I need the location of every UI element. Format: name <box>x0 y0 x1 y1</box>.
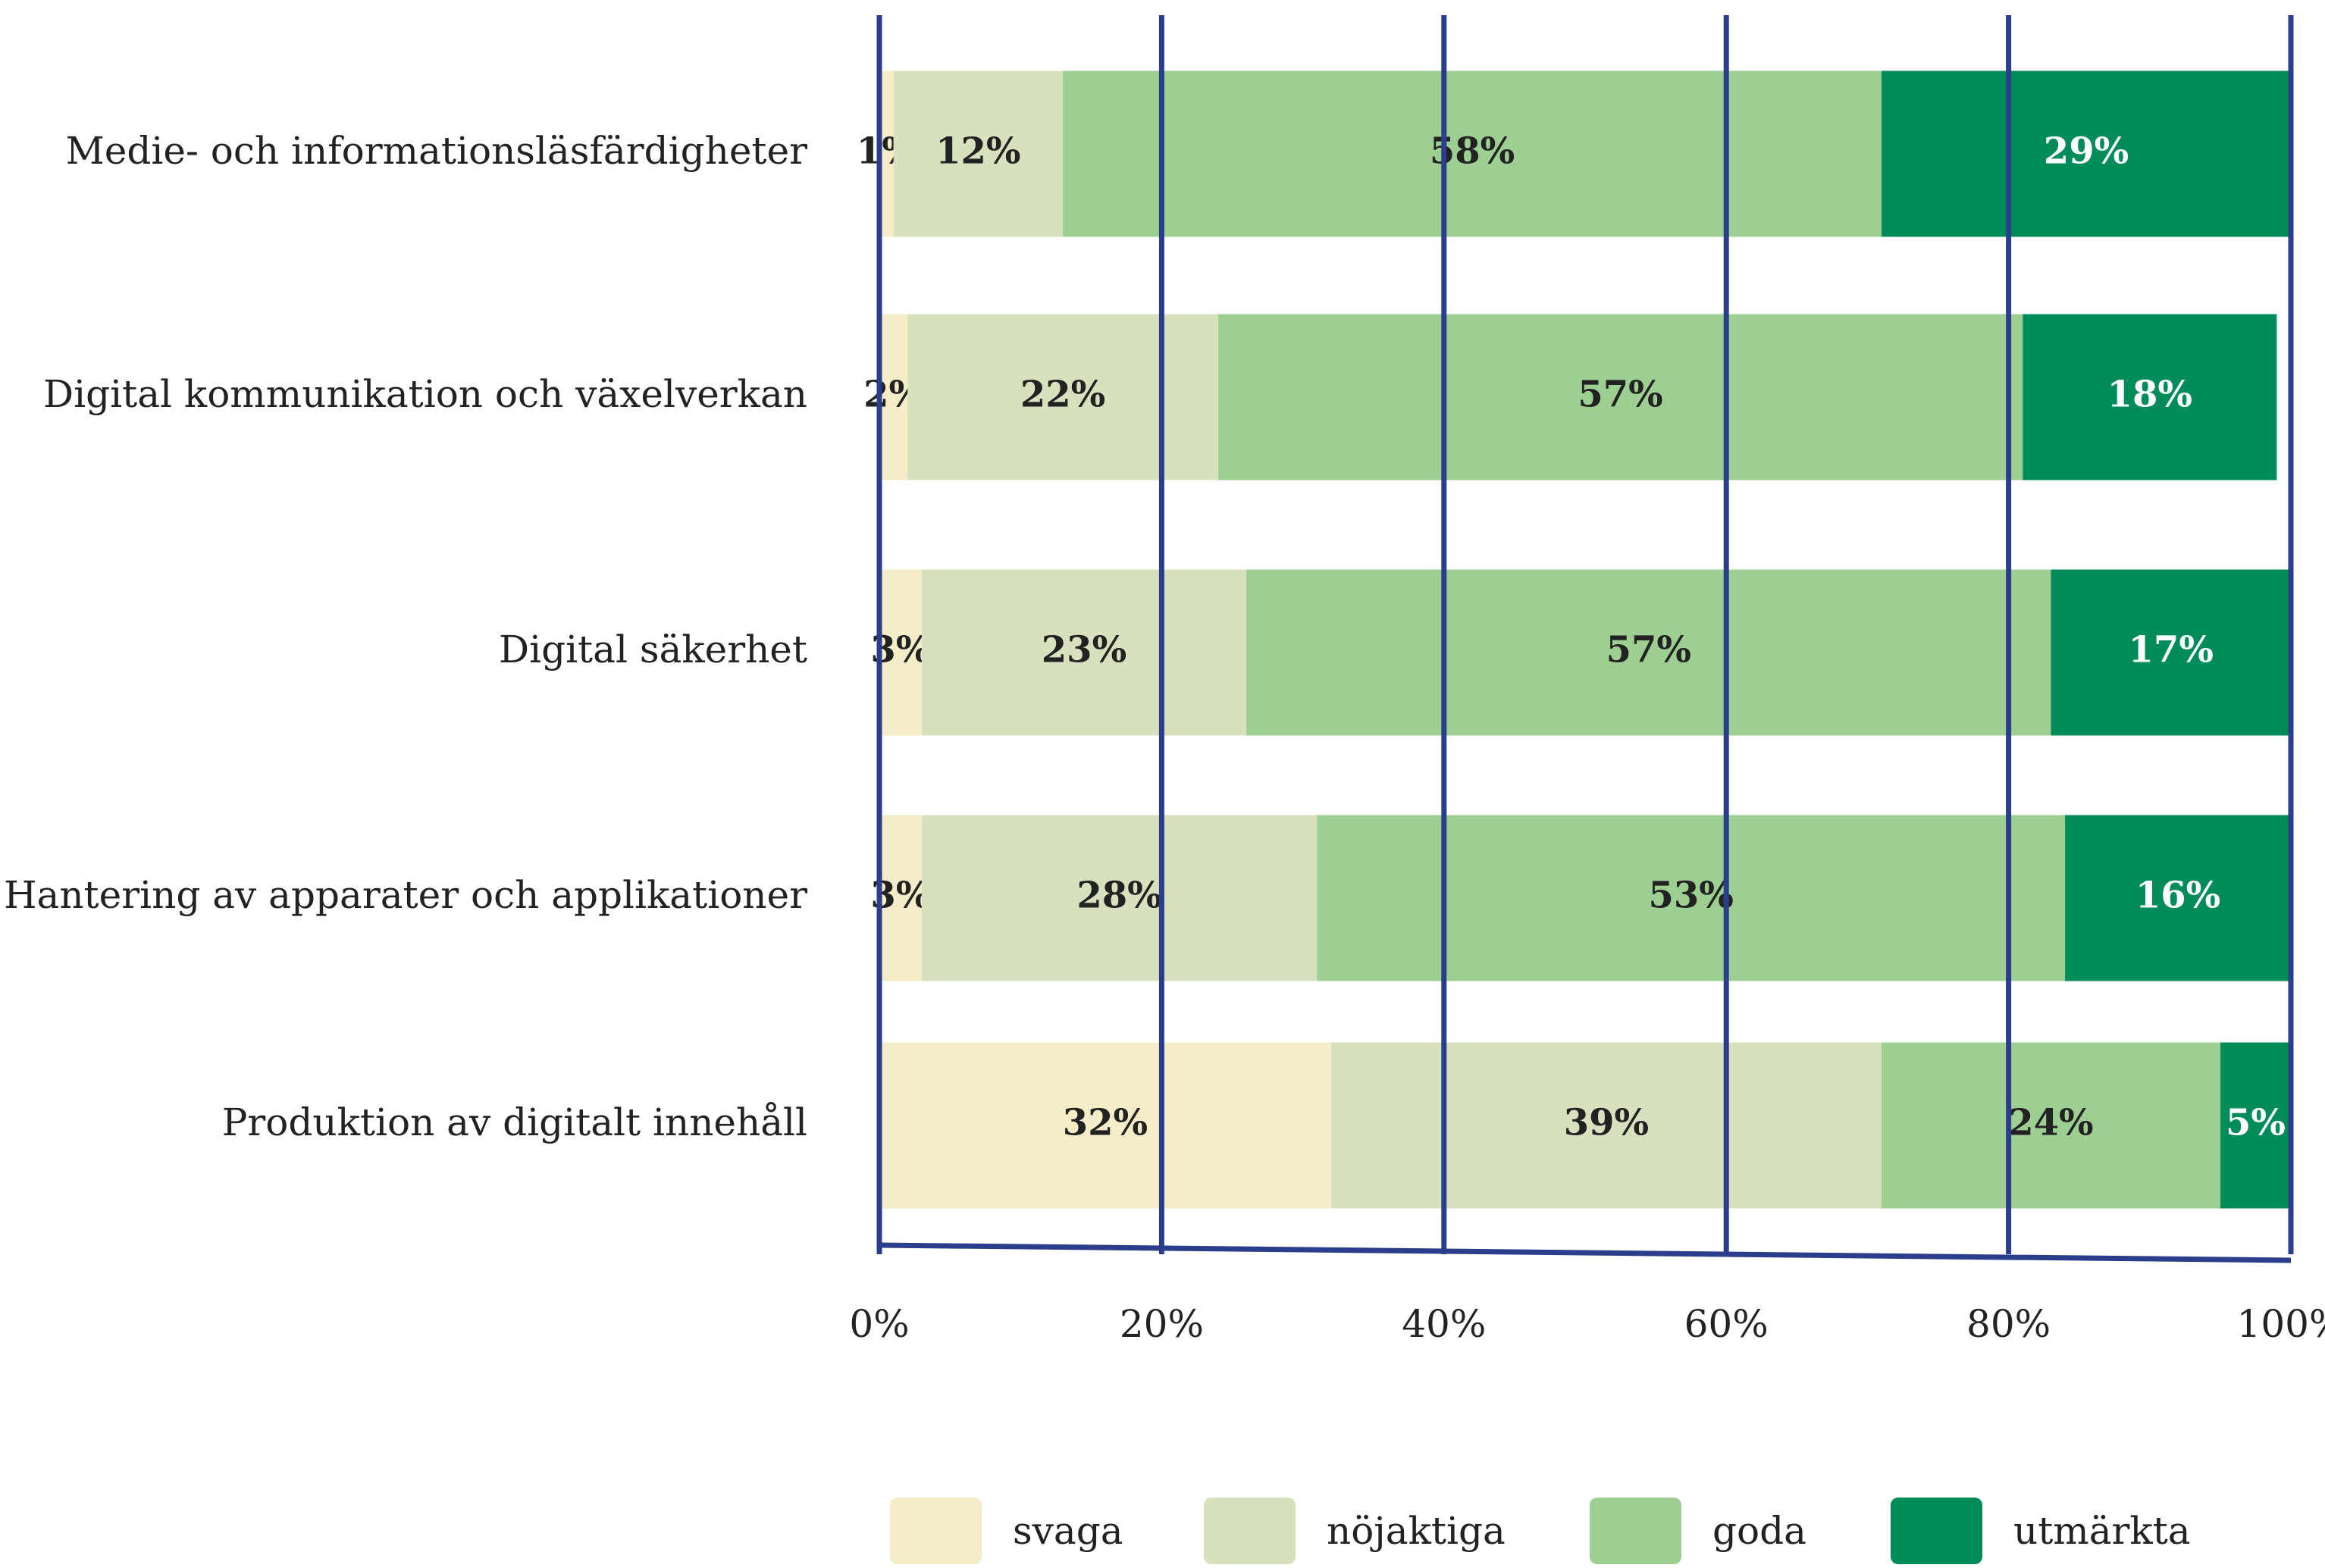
bar-segment <box>921 569 1247 736</box>
bar-segment <box>1330 1042 1882 1209</box>
data-label: 22% <box>1020 374 1105 416</box>
bar-segment <box>1882 70 2291 237</box>
x-tick-label: 40% <box>1402 1302 1486 1346</box>
data-label: 29% <box>2044 130 2129 173</box>
data-label: 17% <box>2129 629 2214 671</box>
legend-label: svaga <box>1013 1509 1123 1553</box>
data-label: 5% <box>2226 1102 2286 1144</box>
data-label: 18% <box>2107 374 2192 416</box>
bar-segment <box>879 314 908 480</box>
bar-segment <box>2023 314 2277 480</box>
bar-segment <box>1217 314 2023 480</box>
bar-segment <box>2065 815 2291 981</box>
category-label: Produktion av digitalt innehåll <box>222 1100 807 1144</box>
bar-segment <box>879 815 922 981</box>
x-axis <box>879 1242 2292 1263</box>
data-label: 28% <box>1076 875 1161 917</box>
data-label: 53% <box>1648 875 1733 917</box>
bar-segment <box>879 569 922 736</box>
legend-swatch <box>1590 1498 1681 1564</box>
category-label: Digital kommunikation och växelverkan <box>43 372 807 416</box>
data-label: 32% <box>1063 1102 1148 1144</box>
legend-label: utmärkta <box>2013 1509 2191 1553</box>
category-label: Digital säkerhet <box>499 628 807 671</box>
data-label: 57% <box>1606 629 1691 671</box>
x-tick-label: 0% <box>849 1302 909 1346</box>
legend-swatch <box>1891 1498 1982 1564</box>
legend-swatch <box>1204 1498 1296 1564</box>
category-label: Medie- och informationsläsfärdigheter <box>66 129 807 173</box>
bar-segment <box>921 815 1318 981</box>
legend-label: goda <box>1712 1509 1806 1553</box>
data-label: 24% <box>2008 1102 2093 1144</box>
x-tick-label: 100% <box>2237 1302 2325 1346</box>
data-label: 16% <box>2135 875 2220 917</box>
data-label: 23% <box>1042 629 1126 671</box>
x-tick-label: 20% <box>1120 1302 1204 1346</box>
bar-segment <box>2220 1042 2291 1209</box>
data-label: 12% <box>935 130 1020 173</box>
bar-segment <box>1882 1042 2220 1209</box>
legend-swatch <box>890 1498 982 1564</box>
category-label: Hantering av apparater och applikationer <box>4 873 807 917</box>
bar-segment <box>2051 569 2291 736</box>
x-tick-label: 80% <box>1966 1302 2051 1346</box>
data-label: 57% <box>1578 374 1662 416</box>
data-label: 39% <box>1564 1102 1649 1144</box>
bar-segment <box>1246 569 2051 736</box>
bar-segment <box>893 70 1064 237</box>
x-tick-label: 60% <box>1684 1302 1769 1346</box>
legend-label: nöjaktiga <box>1327 1509 1506 1553</box>
bar-segment <box>907 314 1218 480</box>
bar-segment <box>1063 70 1882 237</box>
bar-segment <box>879 70 894 237</box>
bar-segment <box>879 1042 1331 1209</box>
